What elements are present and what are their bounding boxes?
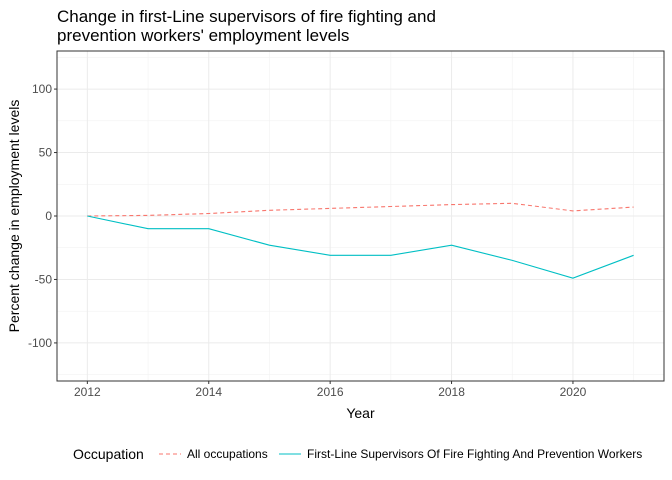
chart-title-line-2: prevention workers' employment levels — [57, 26, 349, 45]
x-tick-label: 2014 — [195, 385, 222, 399]
x-tick-label: 2012 — [74, 385, 101, 399]
axis-ticks: -100 -50 0 50 100 2012 2014 2016 2018 2020 — [28, 82, 587, 399]
x-tick-label: 2020 — [560, 385, 587, 399]
legend-title: Occupation — [73, 446, 144, 462]
y-tick-label: -50 — [35, 272, 53, 286]
y-axis-title: Percent change in employment levels — [6, 100, 22, 333]
x-tick-label: 2016 — [317, 385, 344, 399]
legend-label-fire-supervisors: First-Line Supervisors Of Fire Fighting … — [307, 447, 642, 461]
y-tick-label: 0 — [45, 209, 52, 223]
y-tick-label: 50 — [39, 146, 53, 160]
chart-title-line-1: Change in first-Line supervisors of fire… — [57, 7, 436, 26]
x-tick-label: 2018 — [438, 385, 465, 399]
x-axis-title: Year — [346, 405, 375, 421]
series-lines — [87, 202, 634, 279]
grid-lines — [57, 51, 664, 381]
series-line-fire-supervisors — [87, 215, 634, 279]
y-tick-label: -100 — [28, 336, 52, 350]
legend-label-all-occupations: All occupations — [187, 447, 268, 461]
y-tick-label: 100 — [32, 82, 52, 96]
legend: Occupation All occupations First-Line Su… — [73, 446, 642, 462]
series-line-all-occupations — [87, 202, 634, 217]
